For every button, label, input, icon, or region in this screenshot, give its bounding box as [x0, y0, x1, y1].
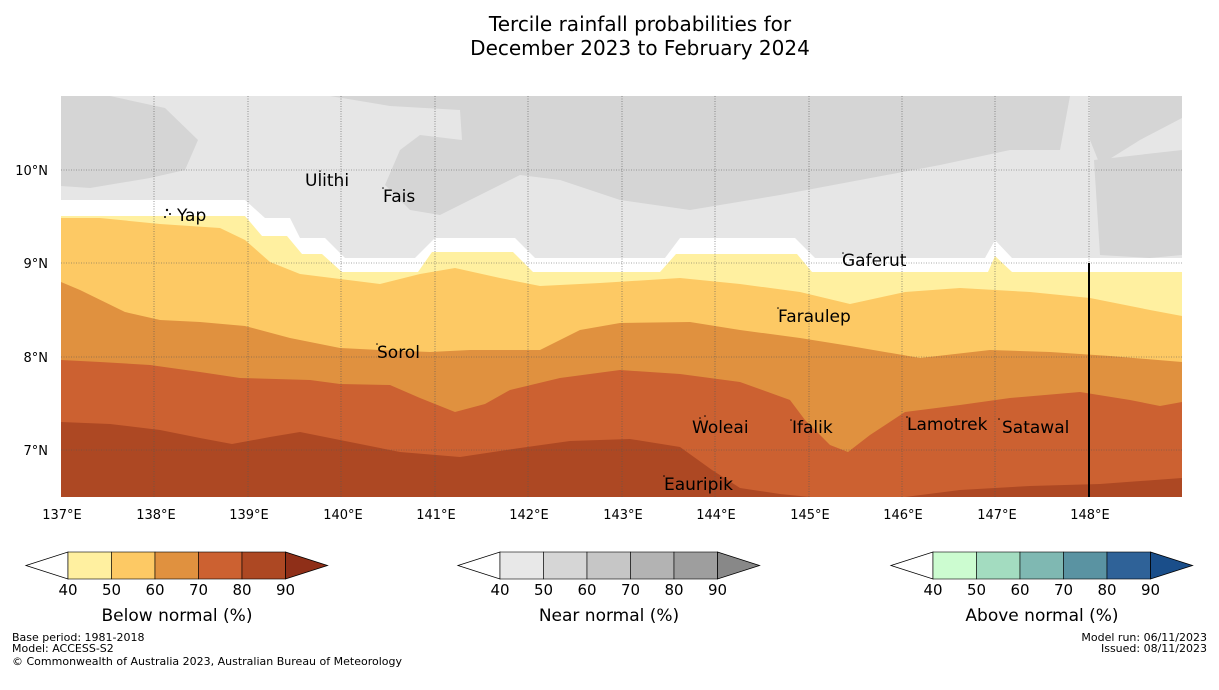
place-label-ifalik: Ifalik: [792, 418, 833, 438]
colorbar-label-above: Above normal (%): [965, 606, 1119, 626]
graticule: [61, 96, 1182, 497]
lon-label: 143°E: [603, 508, 643, 523]
colorbar-tick-label: 40: [923, 581, 943, 599]
colorbar-segment: [1063, 551, 1108, 580]
place-label-ulithi: Ulithi: [305, 171, 349, 191]
lat-label: 8°N: [24, 351, 49, 366]
map-title-line1: Tercile rainfall probabilities for: [488, 12, 792, 36]
colorbar-segment: [198, 551, 243, 580]
island-markers: [164, 170, 1000, 477]
place-label-sorol: Sorol: [377, 343, 420, 363]
footer-copyright: © Commonwealth of Australia 2023, Austra…: [12, 655, 402, 668]
colorbar-tick-label: 90: [275, 581, 296, 599]
colorbar-tick-label: 40: [58, 581, 78, 599]
colorbar-tick-label: 70: [1053, 581, 1074, 599]
colorbar-segment: [543, 551, 588, 580]
colorbar-segment: [630, 551, 675, 580]
lon-label: 144°E: [696, 508, 736, 523]
place-label-satawal: Satawal: [1002, 418, 1069, 438]
colorbar-segment: [154, 551, 199, 580]
place-label-fais: Fais: [383, 187, 415, 207]
colorbar-tick-label: 60: [1010, 581, 1030, 599]
colorbar-1: [456, 551, 761, 580]
near-normal-patch: [1094, 150, 1182, 258]
place-label-eauripik: Eauripik: [664, 475, 733, 495]
colorbar-tick-label: 80: [232, 581, 252, 599]
colorbar-tick-label: 70: [188, 581, 209, 599]
colorbar-extend-low: [889, 551, 934, 580]
colorbar-tick-label: 60: [577, 581, 597, 599]
colorbar-tick-label: 80: [1097, 581, 1117, 599]
colorbar-tick-label: 50: [966, 581, 987, 599]
lon-label: 138°E: [136, 508, 176, 523]
lon-label: 146°E: [883, 508, 923, 523]
colorbar-extend-high: [1150, 551, 1194, 580]
place-label-yap: Yap: [176, 206, 206, 226]
footer-issued: Issued: 08/11/2023: [1100, 642, 1207, 655]
colorbar-segment: [111, 551, 156, 580]
place-label-gaferut: Gaferut: [842, 251, 907, 271]
lon-label: 140°E: [323, 508, 363, 523]
below-normal-80-90: [61, 422, 810, 497]
colorbar-extend-low: [24, 551, 69, 580]
colorbar-label-below: Below normal (%): [101, 606, 253, 626]
colorbar-segment: [241, 551, 286, 580]
colorbar-tick-label: 50: [101, 581, 122, 599]
colorbar-tick-label: 90: [1140, 581, 1161, 599]
colorbar-tick-label: 50: [533, 581, 554, 599]
colorbar-segment: [976, 551, 1021, 580]
colorbar-segment: [673, 551, 718, 580]
colorbar-segment: [932, 551, 977, 580]
footer-model: Model: ACCESS-S2: [12, 642, 114, 655]
colorbar-segment: [67, 551, 112, 580]
footer-base-period: Base period: 1981-2018: [12, 631, 145, 644]
colorbar-tick-label: 80: [664, 581, 684, 599]
lat-label: 9°N: [24, 257, 49, 272]
colorbar-tick-label: 60: [145, 581, 165, 599]
colorbar-segment: [586, 551, 631, 580]
lon-label: 139°E: [229, 508, 269, 523]
colorbar-extend-high: [717, 551, 761, 580]
lat-label: 7°N: [24, 444, 49, 459]
place-label-lamotrek: Lamotrek: [907, 415, 988, 435]
colorbar-tick-label: 70: [620, 581, 641, 599]
near-normal-patch: [330, 96, 1070, 215]
footer-model-run: Model run: 06/11/2023: [1081, 631, 1207, 644]
lon-label: 145°E: [790, 508, 830, 523]
colorbar-segment: [1106, 551, 1151, 580]
lat-label: 10°N: [15, 164, 48, 179]
lon-label: 147°E: [977, 508, 1017, 523]
place-label-faraulep: Faraulep: [778, 307, 851, 327]
colorbar-2: [889, 551, 1194, 580]
colorbar-segment: [1019, 551, 1064, 580]
colorbar-tick-label: 40: [490, 581, 510, 599]
lon-label: 141°E: [416, 508, 456, 523]
colorbar-0: [24, 551, 329, 580]
colorbar-segment: [499, 551, 544, 580]
lon-label: 137°E: [42, 508, 82, 523]
below-normal-80-90: [905, 478, 1182, 497]
colorbar-label-near: Near normal (%): [538, 606, 680, 626]
colorbar-tick-label: 90: [707, 581, 728, 599]
colorbar-extend-low: [456, 551, 501, 580]
place-label-woleai: Woleai: [692, 418, 749, 438]
lon-label: 142°E: [509, 508, 549, 523]
lon-label: 148°E: [1070, 508, 1110, 523]
near-normal-patch: [61, 96, 198, 188]
colorbar-extend-high: [285, 551, 329, 580]
near-normal-patch: [1090, 96, 1182, 165]
map-title-line2: December 2023 to February 2024: [470, 36, 810, 60]
